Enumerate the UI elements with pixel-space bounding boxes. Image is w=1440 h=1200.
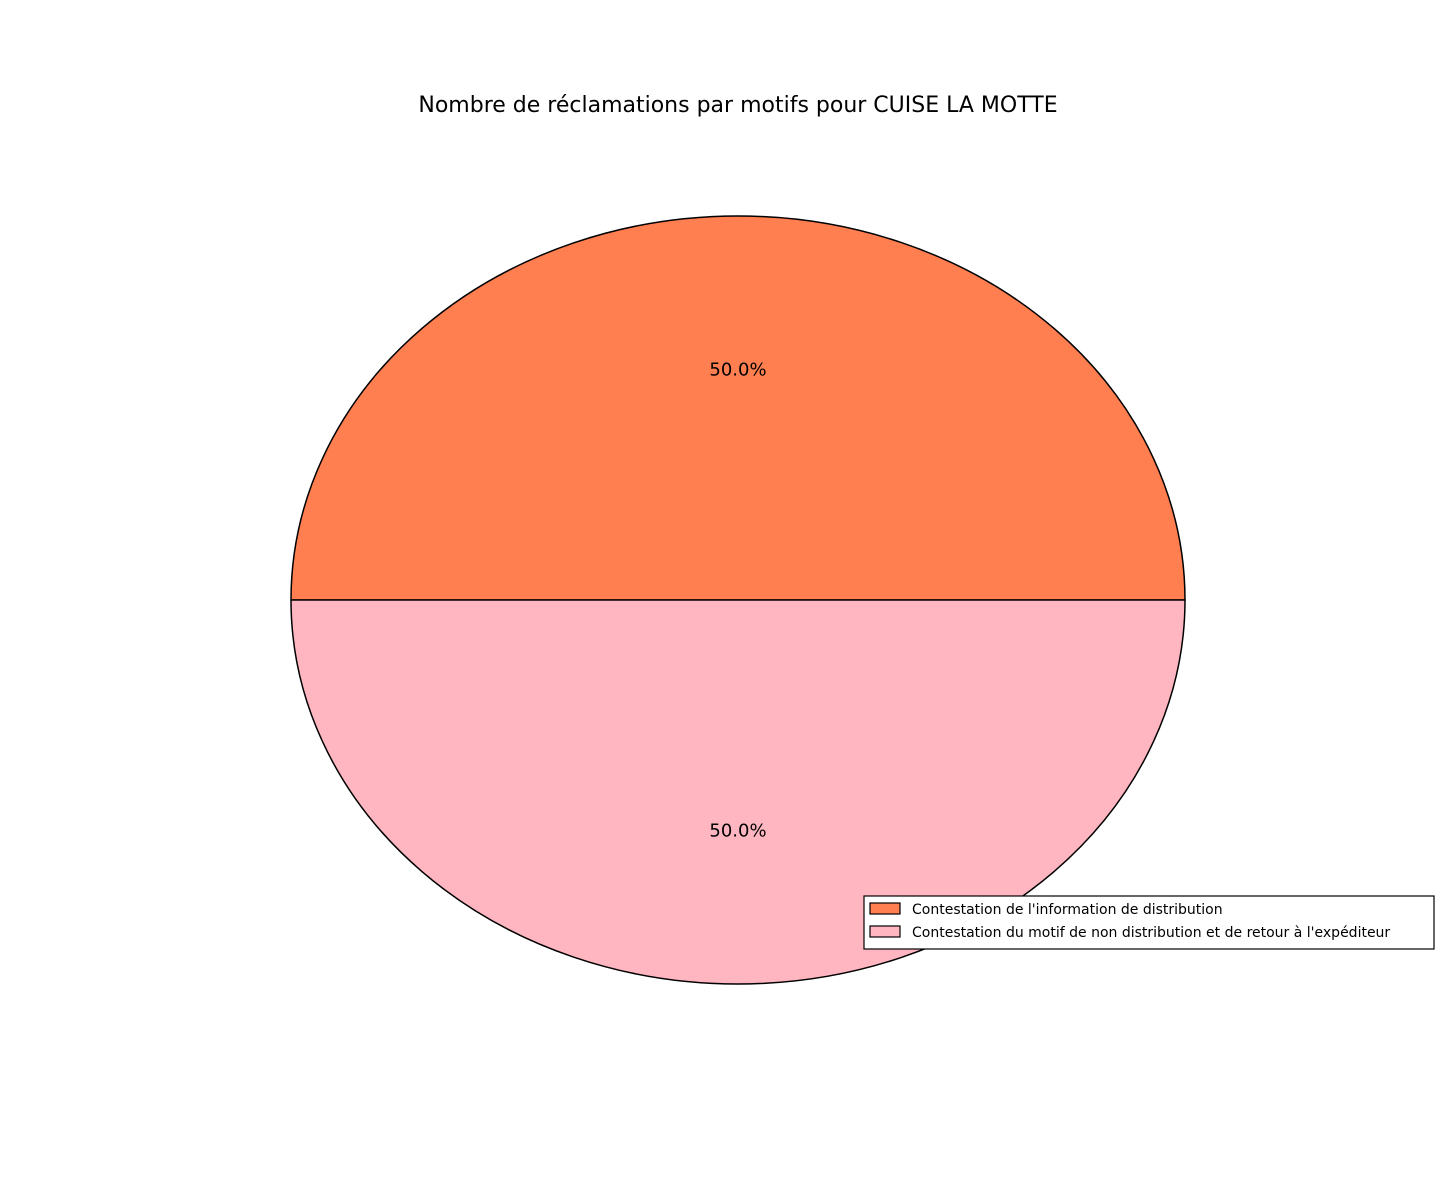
legend-label-2: Contestation du motif de non distributio… xyxy=(912,925,1390,941)
pie-percent-label-2: 50.0% xyxy=(709,820,766,841)
pie-percent-labels: 50.0% 50.0% xyxy=(709,360,766,842)
legend-swatch-2 xyxy=(869,925,901,938)
pie-slice-2 xyxy=(290,599,1186,985)
pie-slices xyxy=(290,215,1186,985)
legend-label-1: Contestation de l'information de distrib… xyxy=(912,902,1223,918)
pie-percent-label-1: 50.0% xyxy=(709,360,766,381)
chart-title: Nombre de réclamations par motifs pour C… xyxy=(418,93,1057,118)
pie-slice-1 xyxy=(290,215,1186,601)
legend-swatch-1 xyxy=(869,902,901,915)
legend: Contestation de l'information de distrib… xyxy=(863,895,1435,950)
legend-frame xyxy=(863,895,1435,950)
